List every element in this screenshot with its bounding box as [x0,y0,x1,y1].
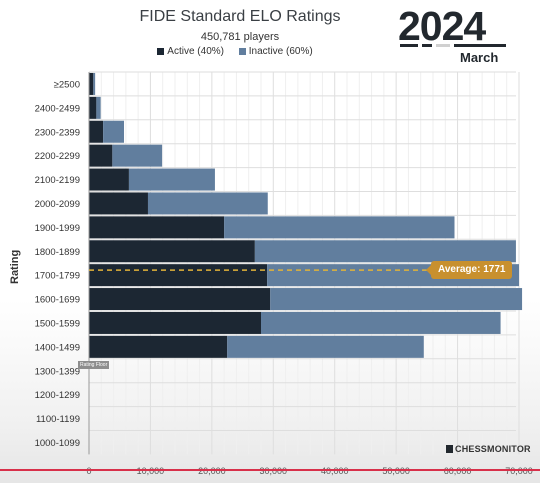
bar-inactive [147,192,268,215]
x-tick-label: 0 [86,466,91,476]
y-tick-label: 1200-1299 [35,390,80,401]
y-tick-label: ≥2500 [54,79,80,90]
month-heading: March [460,50,499,65]
brand-name: CHESSMONITOR [455,444,531,454]
bar-active [89,192,148,215]
bar-active [89,216,225,239]
bar-inactive [270,288,523,311]
y-tick-label: 1500-1599 [35,318,80,329]
bar-active [89,120,104,143]
year-heading: 2024 [398,3,486,49]
legend-label-active: Active (40%) [167,46,224,57]
y-tick-label: 1000-1099 [35,438,80,449]
bar-inactive [128,168,215,191]
legend-item-active: Active (40%) [157,46,224,57]
bar-inactive [103,120,125,143]
rating-floor-label: Rating Floor [78,361,110,369]
bar-inactive [93,72,96,95]
bar-inactive [254,240,516,263]
x-tick-label: 20,000 [198,466,226,476]
bar-active [89,96,97,119]
x-tick-label: 10,000 [137,466,165,476]
y-tick-label: 2400-2499 [35,103,80,114]
x-tick-label: 30,000 [260,466,288,476]
bar-active [89,335,228,358]
legend-label-inactive: Inactive (60%) [248,46,313,57]
y-tick-label: 1700-1799 [35,271,80,282]
y-tick-label: 2300-2399 [35,127,80,138]
bar-active [89,240,255,263]
bar-inactive [261,311,501,334]
chess-king-icon [446,445,453,453]
y-tick-label: 2000-2099 [35,199,80,210]
legend-item-inactive: Inactive (60%) [238,46,313,57]
bar-active [89,311,261,334]
y-tick-label: 1900-1999 [35,223,80,234]
player-count: 450,781 players [200,31,280,43]
red-divider-line [0,469,540,471]
bar-inactive [227,335,424,358]
y-tick-label: 1400-1499 [35,342,80,353]
bar-inactive [112,144,163,167]
y-tick-label: 1300-1399 [35,366,80,377]
bar-inactive [224,216,455,239]
legend-swatch-active [157,47,165,55]
chessmonitor-logo: CHESSMONITOR [446,444,531,454]
y-tick-label: 2100-2199 [35,175,80,186]
chart-title: FIDE Standard ELO Ratings [139,8,341,25]
x-tick-label: 70,000 [505,466,533,476]
bar-active [89,144,113,167]
bar-active [89,168,129,191]
legend-swatch-inactive [238,47,246,55]
x-tick-label: 60,000 [444,466,472,476]
bar-active [89,288,271,311]
x-tick-label: 50,000 [382,466,410,476]
bar-active [89,264,268,287]
bar-inactive [96,96,101,119]
legend: Active (40%) Inactive (60%) [0,46,470,57]
y-tick-label: 2200-2299 [35,151,80,162]
bar-active [89,72,94,95]
y-tick-label: 1600-1699 [35,295,80,306]
x-tick-label: 40,000 [321,466,349,476]
year-progress-bar [400,44,506,47]
y-tick-label: 1800-1899 [35,247,80,258]
average-badge: Average: 1771 [425,261,513,279]
y-tick-label: 1100-1199 [36,414,80,425]
